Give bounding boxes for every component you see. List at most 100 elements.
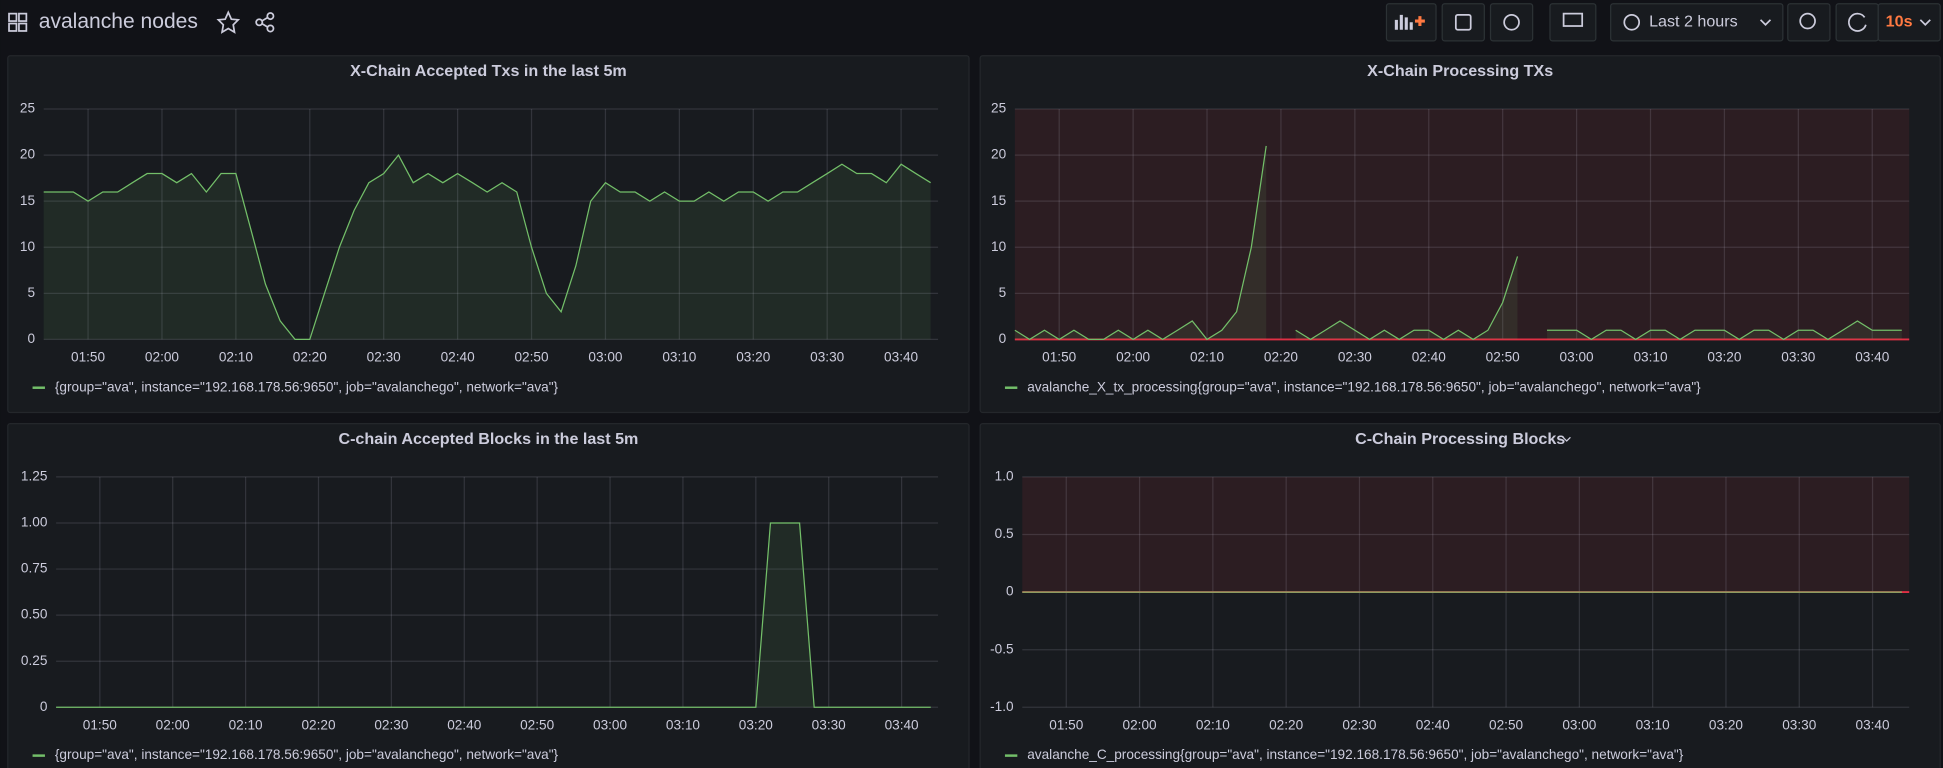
- series-line: [1014, 145, 1902, 341]
- panel: C-chain Accepted Blocks in the last 5m 0 0…: [7, 423, 970, 768]
- x-tick-label: 01:50: [1042, 350, 1076, 365]
- x-tick-label: 03:00: [593, 717, 627, 732]
- add-panel-icon: [1394, 14, 1413, 30]
- x-tick-label: 03:40: [1856, 717, 1890, 732]
- x-tick-label: 02:50: [515, 350, 549, 365]
- x-tick-label: 02:50: [520, 717, 554, 732]
- x-tick-label: 02:50: [1489, 717, 1523, 732]
- y-tick-label: 0.50: [21, 607, 48, 622]
- y-tick-label: 0: [27, 331, 35, 346]
- refresh-caret: [1919, 19, 1931, 27]
- x-tick-label: 03:30: [810, 350, 844, 365]
- time-picker-caret: [1759, 19, 1772, 27]
- x-tick-label: 03:40: [885, 717, 919, 732]
- legend-label: avalanche_X_tx_processing{group="ava", i…: [1027, 379, 1701, 394]
- x-tick-label: 03:20: [1709, 717, 1743, 732]
- y-tick-label: 5: [999, 285, 1007, 300]
- legend-label: {group="ava", instance="192.168.178.56:9…: [55, 747, 559, 762]
- x-tick-label: 02:10: [219, 350, 253, 365]
- settings-icon: [1503, 13, 1520, 31]
- time-picker[interactable]: [1610, 3, 1784, 42]
- dashboards-icon[interactable]: [8, 12, 28, 32]
- clock-icon: [1623, 13, 1641, 31]
- panel-title: X-Chain Accepted Txs in the last 5m: [350, 62, 627, 80]
- zoom-icon: [1799, 12, 1816, 30]
- x-tick-label: 03:00: [1562, 717, 1596, 732]
- series-line: [56, 522, 931, 708]
- y-tick-label: 0.5: [995, 526, 1014, 541]
- y-tick-label: 20: [20, 147, 36, 162]
- legend-label: avalanche_C_processing{group="ava", inst…: [1027, 747, 1684, 762]
- panel-frame: [979, 423, 1941, 768]
- y-tick-label: 1.0: [995, 468, 1014, 483]
- area-fill: [43, 155, 931, 340]
- y-tick-label: 20: [991, 147, 1007, 162]
- tv-mode-button[interactable]: [1549, 3, 1597, 42]
- x-tick-label: 03:10: [662, 350, 696, 365]
- y-tick-label: 15: [991, 193, 1006, 208]
- x-tick-label: 03:00: [1560, 350, 1594, 365]
- x-tick-label: 02:00: [156, 717, 190, 732]
- x-tick-label: 03:40: [884, 350, 918, 365]
- x-tick-label: 02:30: [1338, 350, 1372, 365]
- panel-title: X-Chain Processing TXs: [1367, 62, 1553, 80]
- x-tick-label: 03:20: [736, 350, 770, 365]
- x-tick-label: 03:10: [666, 717, 700, 732]
- y-tick-label: 0: [40, 699, 48, 714]
- y-tick-label: 25: [20, 101, 35, 116]
- y-tick-label: 1.00: [21, 515, 48, 530]
- x-tick-label: 03:30: [812, 717, 846, 732]
- y-tick-label: 0: [1006, 584, 1014, 599]
- threshold-region: [1022, 476, 1910, 593]
- star-button[interactable]: [216, 10, 241, 34]
- x-tick-label: 03:00: [588, 350, 622, 365]
- y-tick-label: -1.0: [990, 699, 1014, 714]
- y-tick-label: 10: [20, 239, 36, 254]
- panel-frame: [979, 55, 1941, 414]
- panel-menu-caret: [1562, 436, 1571, 442]
- tv-icon: [1562, 12, 1584, 27]
- panel: X-Chain Accepted Txs in the last 5m 0 5 10 1…: [7, 55, 970, 414]
- threshold-region: [1014, 109, 1910, 340]
- x-tick-label: 02:30: [367, 350, 401, 365]
- x-tick-label: 02:10: [1196, 717, 1230, 732]
- refresh-icon: [1848, 12, 1867, 32]
- y-tick-label: 0.75: [21, 561, 48, 576]
- x-tick-label: 02:10: [229, 717, 263, 732]
- panel: C-Chain Processing Blocks -1.0 -0.5 0 0.5 1.0…: [979, 423, 1941, 768]
- y-tick-label: 25: [991, 101, 1006, 116]
- panel-title: C-Chain Processing Blocks: [1355, 430, 1565, 448]
- dashboard-title[interactable]: avalanche nodes: [39, 10, 198, 33]
- x-tick-label: 02:00: [1116, 350, 1150, 365]
- save-icon: [1454, 13, 1472, 31]
- x-tick-label: 02:40: [441, 350, 475, 365]
- y-tick-label: 1.25: [21, 468, 48, 483]
- series-line: [43, 153, 931, 341]
- settings-button[interactable]: [1489, 3, 1534, 42]
- x-tick-label: 02:50: [1486, 350, 1520, 365]
- zoom-out-button[interactable]: [1787, 3, 1831, 42]
- y-tick-label: 5: [27, 285, 35, 300]
- x-tick-label: 02:20: [1269, 717, 1303, 732]
- x-tick-label: 02:40: [447, 717, 481, 732]
- x-tick-label: 02:20: [293, 350, 327, 365]
- y-tick-label: 0: [999, 331, 1007, 346]
- x-tick-label: 03:20: [1707, 350, 1741, 365]
- y-tick-label: 15: [20, 193, 35, 208]
- panel-title: C-chain Accepted Blocks in the last 5m: [338, 430, 638, 448]
- share-button[interactable]: [255, 12, 275, 33]
- save-button[interactable]: [1441, 3, 1485, 42]
- legend-label: {group="ava", instance="192.168.178.56:9…: [55, 379, 559, 394]
- x-tick-label: 02:20: [301, 717, 335, 732]
- refresh-interval-picker[interactable]: [1877, 3, 1941, 42]
- refresh-interval: 10s: [1886, 13, 1913, 31]
- x-tick-label: 03:40: [1855, 350, 1889, 365]
- refresh-button[interactable]: [1835, 3, 1879, 42]
- y-tick-label: 10: [991, 239, 1007, 254]
- y-tick-label: 0.25: [21, 653, 48, 668]
- x-tick-label: 02:30: [1342, 717, 1376, 732]
- add-panel-plus: [1414, 16, 1425, 27]
- panel-frame: [7, 55, 970, 414]
